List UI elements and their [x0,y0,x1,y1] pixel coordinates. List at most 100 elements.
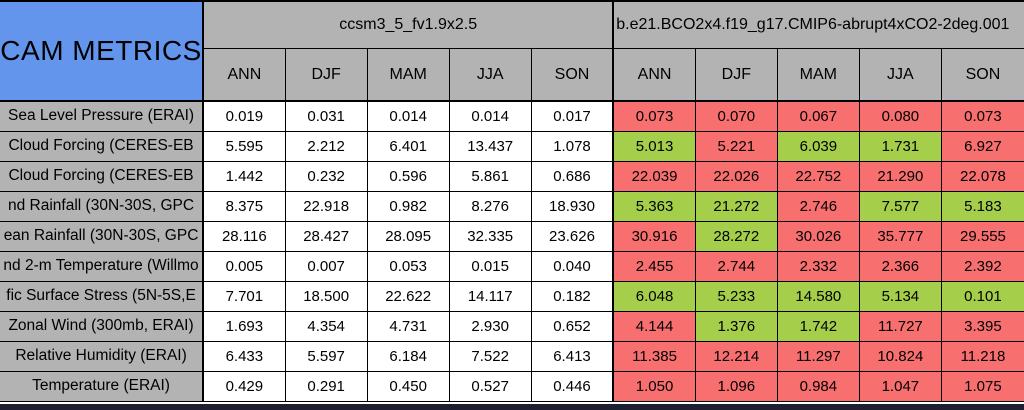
baseline-value-cell: 23.626 [530,220,614,252]
test-value-cell: 1.376 [694,310,778,342]
baseline-value-cell: 0.527 [448,370,532,402]
table-row: nd Rainfall (30N-30S, GPC 8.375 22.918 0.98… [0,190,1024,222]
test-value-cell: 6.927 [940,130,1024,162]
test-col-son: SON [940,48,1024,102]
metrics-body: Sea Level Pressure (ERAI) 0.019 0.031 0.014… [0,100,1024,402]
test-value-cell: 21.290 [858,160,942,192]
baseline-value-cell: 0.429 [202,370,286,402]
table-row: Relative Humidity (ERAI) 6.433 5.597 6.184 7… [0,340,1024,372]
test-value-cell: 35.777 [858,220,942,252]
baseline-value-cell: 0.982 [366,190,450,222]
baseline-value-cell: 0.017 [530,100,614,132]
test-value-cell: 2.744 [694,250,778,282]
test-value-cell: 0.073 [612,100,696,132]
test-value-cell: 1.096 [694,370,778,402]
metric-label: nd 2-m Temperature (Willmo [0,250,205,282]
test-value-cell: 0.073 [940,100,1024,132]
baseline-value-cell: 18.930 [530,190,614,222]
test-value-cell: 5.013 [612,130,696,162]
test-value-cell: 29.555 [940,220,1024,252]
test-value-cell: 1.047 [858,370,942,402]
baseline-value-cell: 0.686 [530,160,614,192]
test-value-cell: 30.916 [612,220,696,252]
baseline-value-cell: 0.232 [284,160,368,192]
baseline-value-cell: 4.354 [284,310,368,342]
test-value-cell: 22.752 [776,160,860,192]
baseline-value-cell: 28.116 [202,220,286,252]
metric-label: nd Rainfall (30N-30S, GPC [0,190,205,222]
test-value-cell: 1.742 [776,310,860,342]
baseline-model-header: ccsm3_5_fv1.9x2.5 [202,0,614,49]
test-value-cell: 0.101 [940,280,1024,312]
baseline-value-cell: 0.596 [366,160,450,192]
table-row: Zonal Wind (300mb, ERAI) 1.693 4.354 4.731 2… [0,310,1024,342]
table-row: Cloud Forcing (CERES-EB 5.595 2.212 6.401 13… [0,130,1024,162]
test-value-cell: 1.050 [612,370,696,402]
test-value-cell: 11.385 [612,340,696,372]
metric-label: Zonal Wind (300mb, ERAI) [0,310,205,342]
test-value-cell: 6.048 [612,280,696,312]
metric-label: Temperature (ERAI) [0,370,205,402]
table-row: fic Surface Stress (5N-5S,E 7.701 18.500 22… [0,280,1024,312]
baseline-value-cell: 0.015 [448,250,532,282]
baseline-value-cell: 6.401 [366,130,450,162]
test-value-cell: 0.080 [858,100,942,132]
baseline-value-cell: 6.433 [202,340,286,372]
model-header-row: CAM METRICS ccsm3_5_fv1.9x2.5 b.e21.BCO2… [0,0,1024,102]
test-value-cell: 11.218 [940,340,1024,372]
test-value-cell: 11.727 [858,310,942,342]
test-value-cell: 2.366 [858,250,942,282]
table-row: nd 2-m Temperature (Willmo 0.005 0.007 0.05… [0,250,1024,282]
baseline-value-cell: 32.335 [448,220,532,252]
test-value-cell: 0.067 [776,100,860,132]
test-value-cell: 5.233 [694,280,778,312]
baseline-value-cell: 0.446 [530,370,614,402]
baseline-value-cell: 7.701 [202,280,286,312]
table-title-cell: CAM METRICS [0,0,205,102]
baseline-col-ann: ANN [202,48,286,102]
baseline-value-cell: 0.007 [284,250,368,282]
baseline-value-cell: 1.442 [202,160,286,192]
test-value-cell: 5.221 [694,130,778,162]
test-value-cell: 2.392 [940,250,1024,282]
test-col-jja: JJA [858,48,942,102]
test-col-mam: MAM [776,48,860,102]
test-value-cell: 4.144 [612,310,696,342]
baseline-value-cell: 4.731 [366,310,450,342]
baseline-col-djf: DJF [284,48,368,102]
test-model-header: b.e21.BCO2x4.f19_g17.CMIP6-abrupt4xCO2-2… [612,0,1024,49]
test-value-cell: 0.984 [776,370,860,402]
baseline-value-cell: 5.595 [202,130,286,162]
metric-label: Cloud Forcing (CERES-EB [0,160,205,192]
test-value-cell: 21.272 [694,190,778,222]
baseline-value-cell: 8.276 [448,190,532,222]
test-value-cell: 12.214 [694,340,778,372]
baseline-value-cell: 1.078 [530,130,614,162]
test-value-cell: 11.297 [776,340,860,372]
test-value-cell: 3.395 [940,310,1024,342]
test-value-cell: 1.731 [858,130,942,162]
baseline-value-cell: 6.413 [530,340,614,372]
baseline-value-cell: 0.040 [530,250,614,282]
test-value-cell: 6.039 [776,130,860,162]
baseline-value-cell: 28.095 [366,220,450,252]
test-value-cell: 30.026 [776,220,860,252]
baseline-value-cell: 22.622 [366,280,450,312]
test-value-cell: 0.070 [694,100,778,132]
metric-label: ean Rainfall (30N-30S, GPC [0,220,205,252]
baseline-value-cell: 5.597 [284,340,368,372]
baseline-value-cell: 28.427 [284,220,368,252]
test-value-cell: 5.183 [940,190,1024,222]
baseline-value-cell: 8.375 [202,190,286,222]
baseline-value-cell: 0.014 [366,100,450,132]
test-value-cell: 2.746 [776,190,860,222]
metric-label: Sea Level Pressure (ERAI) [0,100,205,132]
baseline-value-cell: 0.053 [366,250,450,282]
baseline-value-cell: 0.031 [284,100,368,132]
test-value-cell: 22.026 [694,160,778,192]
baseline-value-cell: 0.005 [202,250,286,282]
baseline-value-cell: 0.291 [284,370,368,402]
test-value-cell: 14.580 [776,280,860,312]
test-value-cell: 5.363 [612,190,696,222]
table-row: ean Rainfall (30N-30S, GPC 28.116 28.427 28… [0,220,1024,252]
